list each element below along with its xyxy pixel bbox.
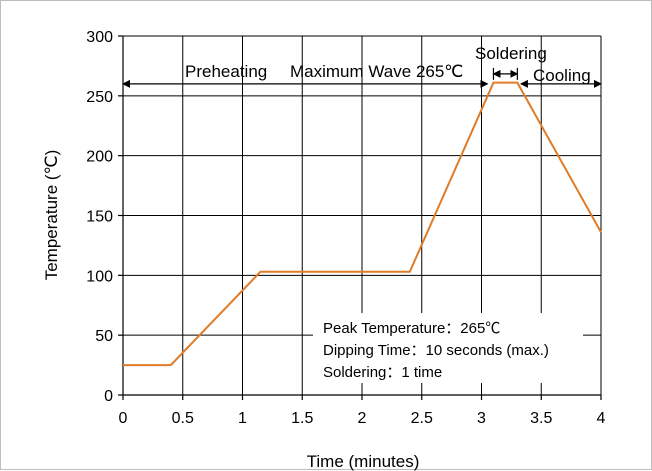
y-tick-label: 150 [86, 209, 113, 226]
max-wave-label: Maximum Wave 265℃ [290, 62, 463, 81]
arrow-layer [122, 67, 602, 88]
y-tick-label: 200 [86, 149, 113, 166]
preheating-label: Preheating [185, 62, 267, 81]
x-tick-label: 2.5 [411, 410, 433, 427]
y-tick-label: 50 [95, 328, 113, 345]
y-tick-label: 100 [86, 268, 113, 285]
y-tick-label: 300 [86, 29, 113, 46]
soldering-label: Soldering [475, 44, 547, 63]
x-axis-label: Time (minutes) [307, 452, 420, 471]
info-box: Peak Temperature：265℃ Dipping Time：10 se… [313, 313, 583, 383]
x-tick-label: 4 [597, 410, 606, 427]
note-dipping-time: Dipping Time：10 seconds (max.) [323, 342, 549, 359]
y-tick-label: 0 [104, 388, 113, 405]
x-tick-label: 1 [238, 410, 247, 427]
series-layer [123, 81, 602, 367]
y-axis-label: Temperature (℃) [42, 150, 61, 281]
note-peak-temperature: Peak Temperature：265℃ [323, 320, 501, 337]
grid-layer [122, 35, 602, 396]
x-tick-label: 1.5 [291, 410, 313, 427]
x-tick-label: 3.5 [530, 410, 552, 427]
x-tick-label: 0 [119, 410, 128, 427]
x-tick-label: 3 [477, 410, 486, 427]
y-tick-label: 250 [86, 89, 113, 106]
note-soldering: Soldering：1 time [323, 364, 443, 381]
temperature-series-line [123, 81, 602, 367]
cooling-label: Cooling [533, 66, 591, 85]
x-tick-label: 0.5 [172, 410, 194, 427]
x-tick-label: 2 [358, 410, 367, 427]
axes-layer: 0 0.5 1 1.5 2 2.5 3 3.5 4 0 50 100 150 200 250 300 [86, 29, 605, 427]
